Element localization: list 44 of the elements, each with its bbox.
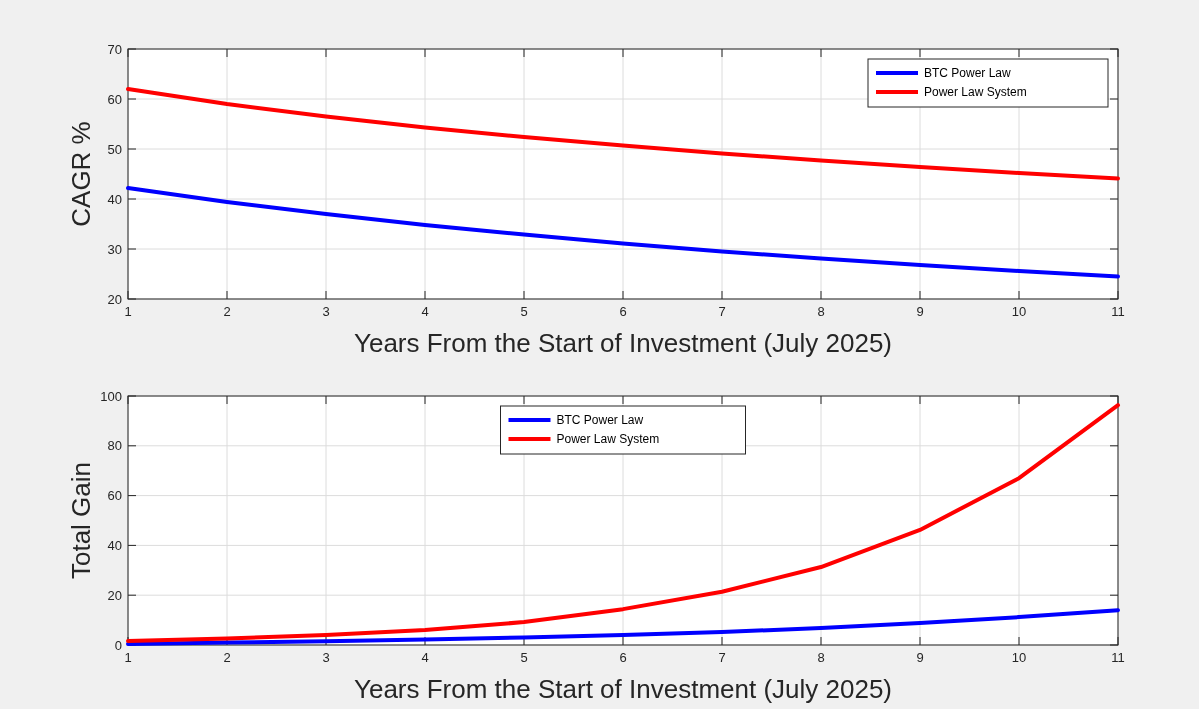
x-tick-label: 5	[520, 650, 528, 665]
y-tick-label: 70	[107, 41, 122, 57]
y-tick-label: 20	[107, 587, 122, 603]
x-tick-label: 6	[619, 650, 627, 665]
legend-label: BTC Power Law	[556, 413, 644, 427]
x-tick-label: 1	[124, 650, 132, 665]
x-tick-label: 3	[322, 650, 330, 665]
y-tick-label: 80	[107, 438, 122, 454]
x-tick-label: 3	[322, 304, 330, 319]
y-tick-label: 50	[107, 141, 122, 157]
line-series	[126, 87, 1120, 181]
y-tick-label: 60	[107, 91, 122, 107]
x-axis-title: Years From the Start of Investment (July 2025)	[353, 674, 893, 704]
y-axis-title: Total Gain	[66, 461, 96, 580]
y-tick-label: 30	[107, 241, 122, 257]
legend-label: BTC Power Law	[924, 66, 1012, 80]
x-tick-label: 6	[619, 304, 627, 319]
y-axis-title: CAGR %	[66, 121, 96, 227]
x-tick-label: 4	[421, 650, 429, 665]
x-tick-label: 7	[718, 304, 726, 319]
x-tick-label: 7	[718, 650, 726, 665]
x-tick-label: 1	[124, 304, 132, 319]
x-axis-title: Years From the Start of Investment (July 2025)	[353, 328, 893, 358]
x-tick-label: 8	[817, 304, 825, 319]
x-tick-label: 2	[223, 650, 231, 665]
x-tick-label: 10	[1011, 304, 1027, 319]
y-tick-label: 100	[100, 388, 122, 404]
x-tick-label: 4	[421, 304, 429, 319]
x-tick-label: 10	[1011, 650, 1027, 665]
x-tick-label: 11	[1111, 304, 1125, 319]
x-tick-label: 11	[1111, 650, 1125, 665]
legend-label: Power Law System	[924, 85, 1027, 99]
x-tick-label: 9	[916, 304, 924, 319]
y-tick-label: 20	[107, 291, 122, 307]
y-tick-label: 0	[114, 637, 122, 653]
legend-label: Power Law System	[556, 432, 660, 446]
x-tick-label: 5	[520, 304, 528, 319]
line-series	[126, 186, 1120, 279]
x-tick-label: 9	[916, 650, 924, 665]
y-tick-label: 40	[107, 191, 122, 207]
x-tick-label: 2	[223, 304, 231, 319]
y-tick-label: 60	[107, 488, 122, 504]
y-tick-label: 40	[107, 537, 122, 553]
x-tick-label: 8	[817, 650, 825, 665]
